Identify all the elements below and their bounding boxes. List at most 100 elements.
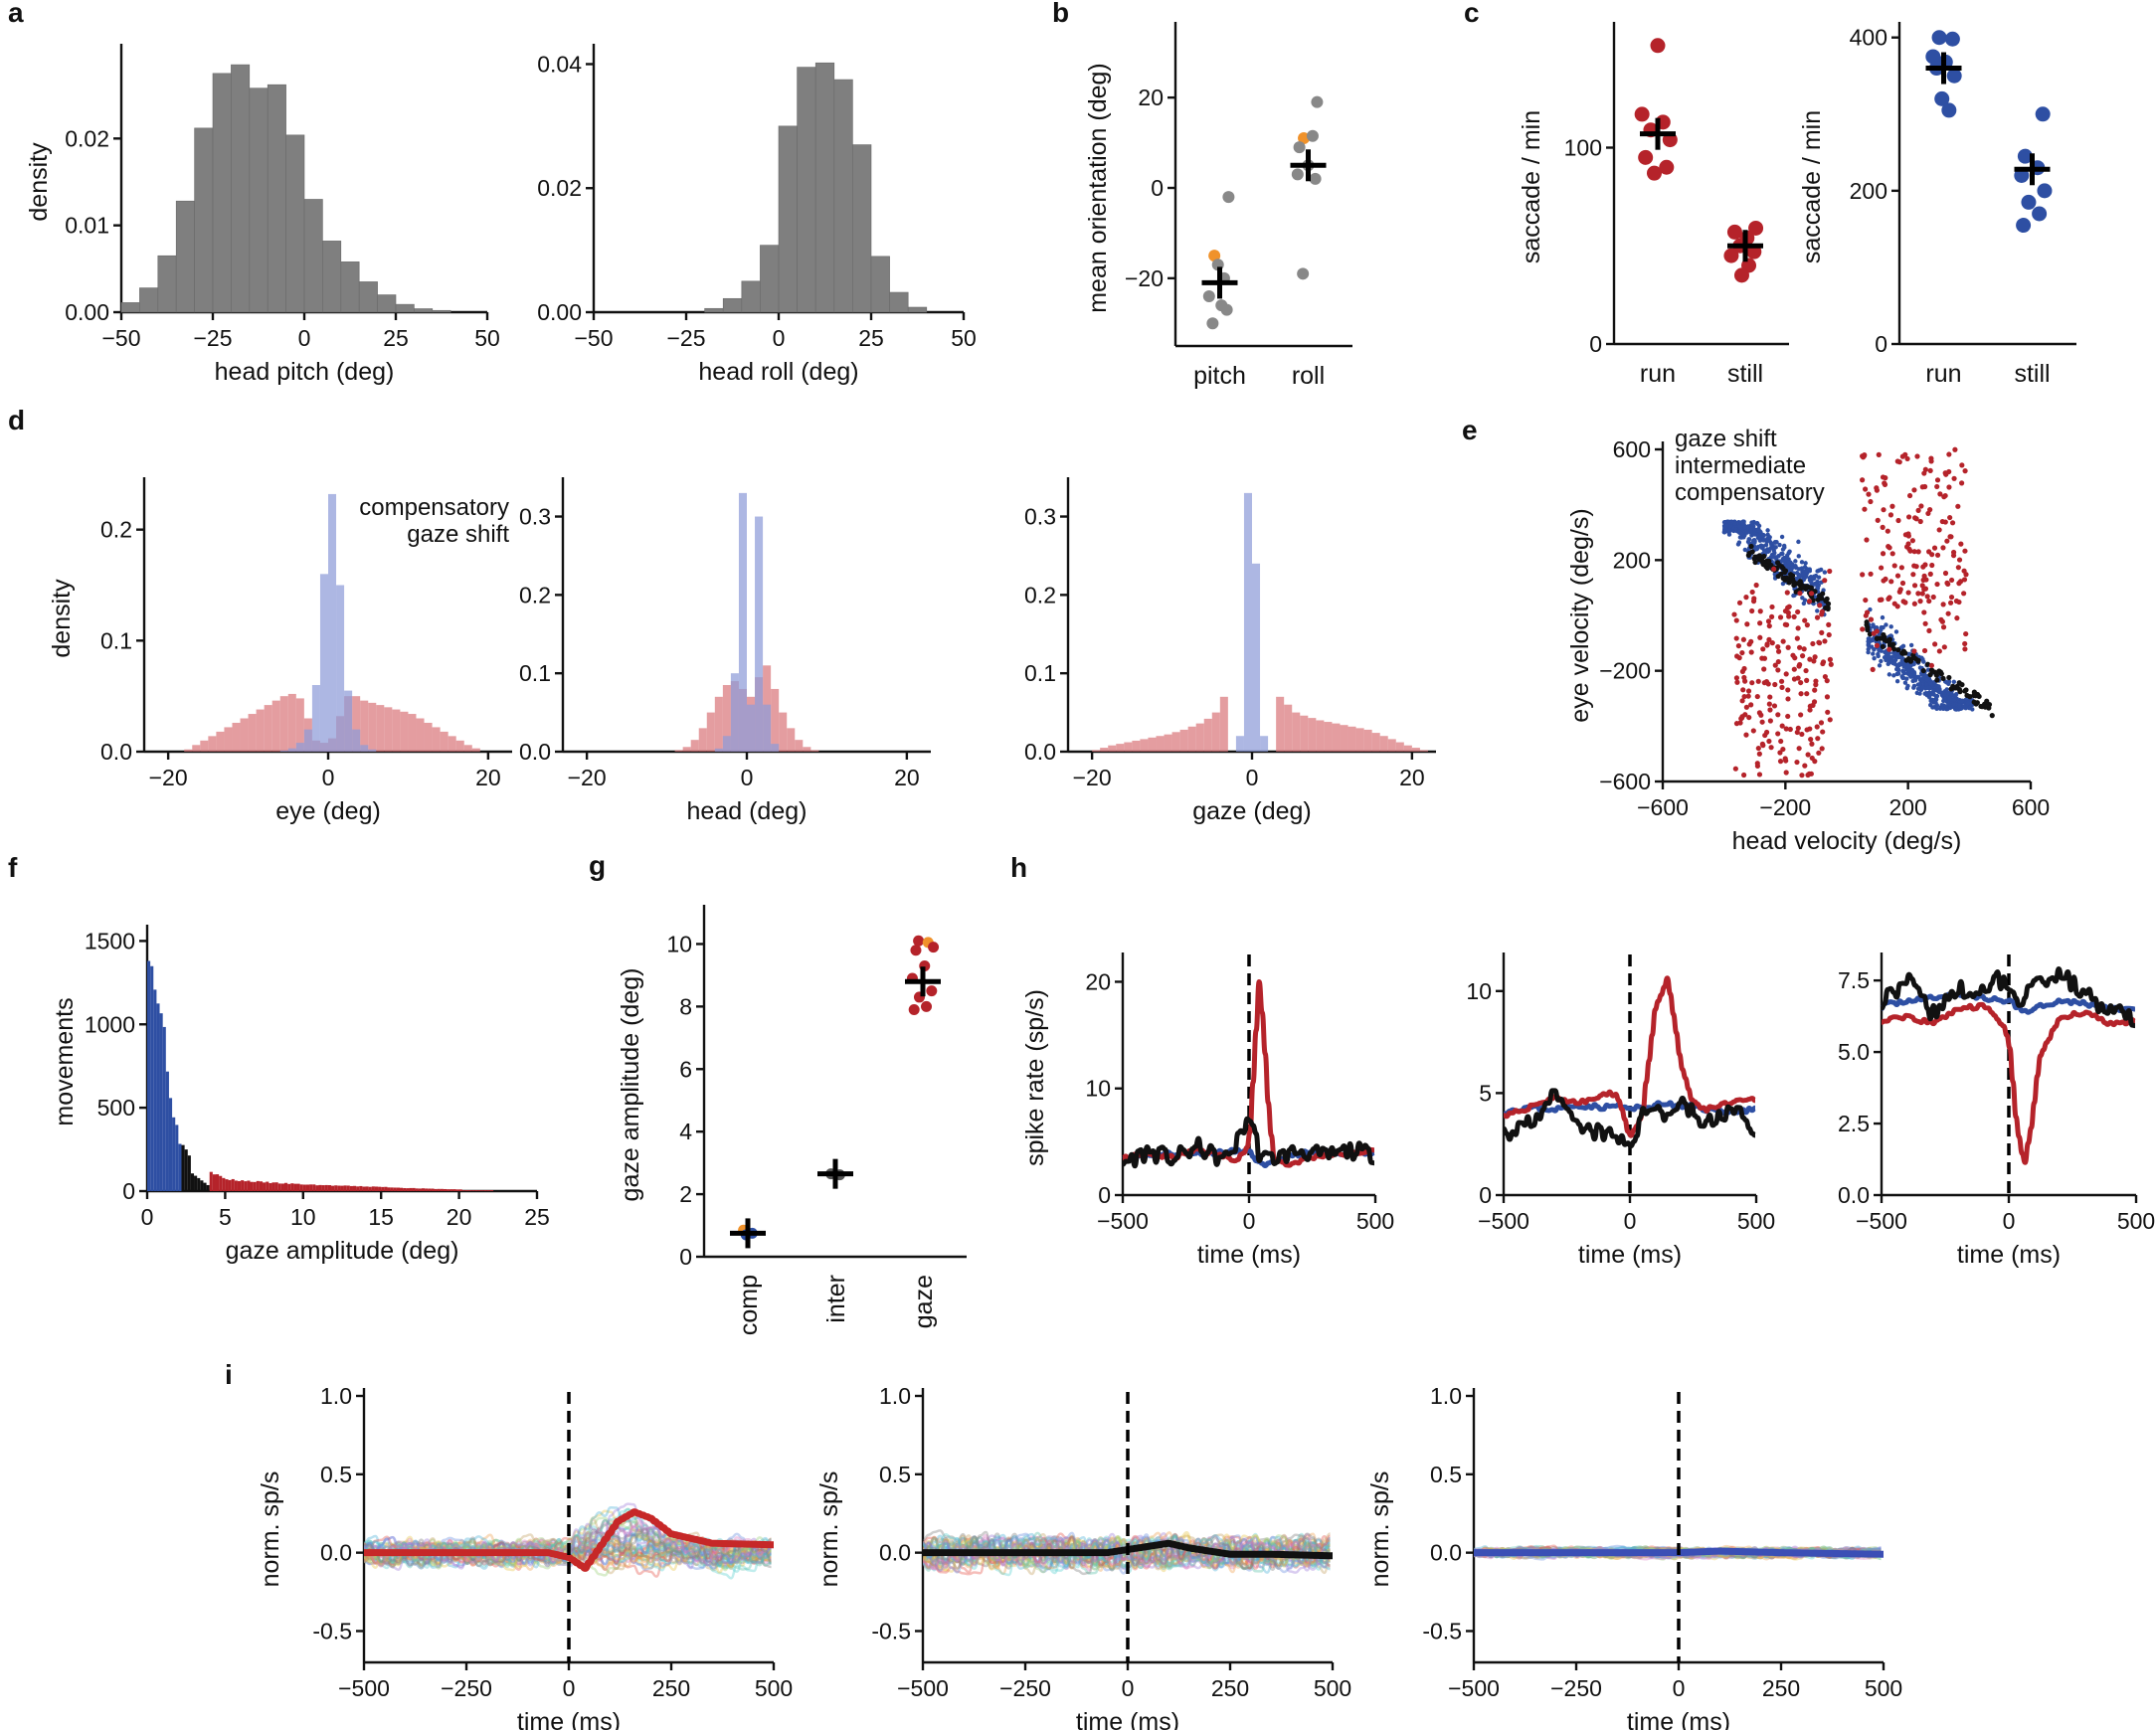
- histogram-bar: [803, 747, 811, 752]
- x-axis-label: gaze amplitude (deg): [226, 1237, 459, 1265]
- y-tick-label: 0.1: [519, 660, 551, 686]
- scatter-point: [1777, 759, 1784, 765]
- scatter-point: [1927, 571, 1933, 577]
- unit-trace: [363, 1535, 772, 1564]
- scatter-point: [1796, 539, 1801, 545]
- scatter-point: [1868, 498, 1874, 505]
- scatter-point: [1775, 658, 1781, 665]
- scatter-point: [1889, 503, 1895, 509]
- scatter-point: [1895, 646, 1901, 653]
- histogram-bar: [787, 728, 796, 752]
- histogram-bar: [1300, 715, 1309, 752]
- scatter-point: [1937, 491, 1943, 497]
- scatter-point: [1921, 609, 1927, 615]
- histogram-bar: [165, 1071, 169, 1191]
- mean-trace: [363, 1508, 775, 1572]
- x-tick-label: −50: [101, 325, 140, 351]
- scatter-point: [1900, 675, 1906, 681]
- histogram-bar: [374, 1186, 379, 1191]
- histogram-bar: [1100, 748, 1109, 752]
- panel-label-f: f: [8, 852, 18, 883]
- scatter-point: [1870, 666, 1876, 672]
- x-tick-label: −25: [193, 325, 232, 351]
- scatter-point: [1874, 642, 1881, 648]
- scatter-point: [1772, 681, 1778, 688]
- scatter-point: [1947, 600, 1954, 606]
- histogram-bar: [400, 1187, 404, 1191]
- scatter-point: [1783, 770, 1789, 776]
- scatter-point: [1955, 565, 1961, 571]
- x-tick-label: 0: [1122, 1675, 1135, 1701]
- histogram-bar: [159, 1013, 163, 1191]
- data-point: [1202, 290, 1215, 303]
- scatter-point: [1814, 614, 1821, 620]
- scatter-point: [1736, 655, 1742, 661]
- histogram-bar: [287, 693, 296, 752]
- scatter-point: [1933, 694, 1939, 699]
- scatter-point: [1743, 704, 1749, 710]
- histogram-bar: [340, 1185, 344, 1191]
- scatter-point: [1771, 703, 1778, 709]
- scatter-point: [1899, 658, 1904, 664]
- histogram-bar: [1371, 733, 1380, 752]
- scatter-point: [1815, 608, 1820, 613]
- histogram-bar: [139, 287, 159, 313]
- y-tick-label: 100: [1564, 135, 1602, 161]
- scatter-point: [1931, 688, 1937, 693]
- data-point: [1659, 159, 1675, 175]
- scatter-point: [1816, 750, 1822, 756]
- scatter-point: [1950, 549, 1957, 556]
- y-tick-label: 0.02: [65, 125, 109, 151]
- scatter-point: [1763, 729, 1770, 736]
- scatter-point: [1877, 648, 1882, 653]
- histogram-bar: [810, 750, 819, 752]
- scatter-point: [1888, 624, 1893, 629]
- histogram-bar: [250, 1181, 254, 1191]
- histogram-bar: [256, 1180, 260, 1191]
- scatter-point: [1883, 576, 1888, 583]
- y-tick-label: 0.00: [65, 299, 109, 325]
- histogram-bar: [381, 1186, 385, 1191]
- scatter-point: [1871, 630, 1877, 636]
- scatter-point: [1785, 687, 1791, 693]
- y-tick-label: 8: [679, 993, 692, 1019]
- category-label: gaze: [910, 1275, 938, 1328]
- histogram-bar: [293, 1183, 297, 1191]
- scatter-point: [1749, 607, 1755, 614]
- scatter-point: [1799, 653, 1806, 659]
- histogram-bar: [1108, 745, 1117, 752]
- x-axis-label: time (ms): [1197, 1241, 1301, 1269]
- scatter-point: [1971, 689, 1977, 695]
- x-tick-label: 0: [773, 325, 786, 351]
- scatter-point: [1962, 646, 1968, 652]
- scatter-point: [1911, 549, 1917, 555]
- scatter-point: [1958, 541, 1964, 547]
- panel-label-i: i: [225, 1359, 233, 1390]
- scatter-point: [1891, 661, 1897, 666]
- scatter-point: [1797, 591, 1803, 597]
- scatter-point: [1796, 746, 1802, 752]
- data-point: [1931, 30, 1947, 46]
- histogram-bar: [290, 1183, 294, 1191]
- histogram-bar: [415, 1188, 419, 1191]
- scatter-point: [1745, 693, 1751, 699]
- scatter-point: [1902, 532, 1908, 538]
- scatter-point: [1917, 665, 1923, 670]
- scatter-point: [1801, 646, 1807, 652]
- scatter-point: [1928, 698, 1933, 704]
- x-tick-label: −500: [1478, 1208, 1529, 1234]
- scatter-point: [1919, 655, 1924, 660]
- histogram-bar: [755, 516, 764, 752]
- histogram-bar: [168, 1098, 173, 1191]
- scatter-point: [1962, 548, 1968, 554]
- histogram-bar: [256, 709, 265, 752]
- histogram-bar: [311, 685, 320, 752]
- x-axis-label: head pitch (deg): [215, 358, 395, 386]
- scatter-point: [1826, 631, 1832, 638]
- y-axis-label: saccade / min: [1798, 110, 1826, 263]
- scatter-point: [1949, 520, 1956, 526]
- scatter-point: [1919, 591, 1925, 597]
- scatter-point: [1898, 565, 1904, 571]
- histogram-bar: [269, 1182, 272, 1191]
- scatter-point: [1767, 718, 1773, 724]
